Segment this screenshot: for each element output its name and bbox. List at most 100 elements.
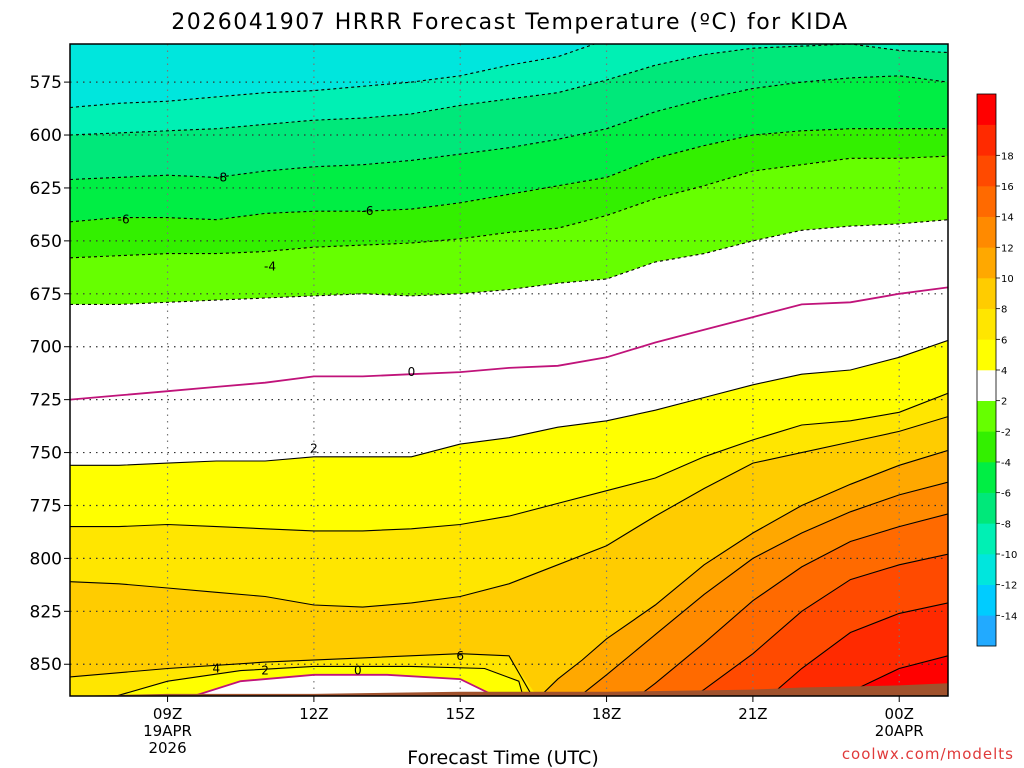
xtick-date-09Z: 19APR	[143, 722, 192, 740]
contour-label-0: -8	[215, 170, 227, 184]
contour-label-2: -6	[362, 204, 374, 218]
colorbar-label-12: 12	[1001, 243, 1014, 254]
xtick-date-00Z: 20APR	[875, 722, 924, 740]
ytick-label-575: 575	[30, 73, 62, 93]
contour--8-2	[70, 44, 948, 136]
contour-2-8	[70, 339, 948, 466]
band-zero	[70, 219, 948, 466]
contour-labels: -8 -6 -6 -4 0 2 4 2 0 6	[118, 170, 464, 678]
contour--2-5	[70, 155, 948, 259]
band-minus6	[70, 75, 948, 222]
ytick-label-675: 675	[30, 285, 62, 305]
contour-label-text: 0	[408, 365, 416, 379]
colorbar-label--10: -10	[1001, 550, 1017, 561]
colorbar-swatch-10	[977, 308, 996, 340]
contour-label-5: 2	[310, 441, 318, 455]
contour-label-3: -4	[264, 259, 276, 273]
ytick-label-850: 850	[30, 655, 62, 675]
sfc-band-zero	[193, 674, 495, 696]
sfc-contour-0	[190, 673, 497, 696]
colorbar-label--2: -2	[1001, 427, 1011, 438]
colorbar-label-8: 8	[1001, 305, 1007, 316]
contour-10-12	[579, 481, 948, 696]
contour-label-text: 2	[261, 664, 269, 678]
xtick-label-00Z: 00Z	[885, 705, 914, 723]
sfc-contour-4	[70, 653, 533, 696]
colorbar-label--6: -6	[1001, 489, 1011, 500]
colorbar-label-18: 18	[1001, 151, 1014, 162]
contour-label-4: 0	[408, 365, 416, 379]
contour-label-text: 0	[354, 664, 362, 678]
contour-6-10	[70, 416, 948, 608]
colorbar-swatch-9	[977, 339, 996, 371]
colorbar-label--4: -4	[1001, 458, 1011, 469]
band-minus10	[70, 44, 948, 135]
contour--10-1	[70, 44, 597, 109]
contour-label-7: 2	[261, 664, 269, 678]
contour-label-9: 6	[456, 649, 464, 663]
contour-label-text: 2	[310, 441, 318, 455]
xtick-year-09Z: 2026	[148, 739, 186, 757]
contour-label-text: -8	[215, 170, 227, 184]
colorbar: -14 -12 -10 -8 -6 -4 -2 2 4 6 8 10 12 14 16 18	[976, 93, 1017, 647]
contour-0-7	[70, 286, 948, 401]
colorbar-swatch-16	[977, 124, 996, 156]
contour-label-text: 4	[213, 661, 221, 675]
contour-8-11	[539, 449, 948, 696]
plot-frame	[69, 43, 949, 697]
colorbar-swatch-11	[977, 278, 996, 309]
colorbar-swatch-15	[977, 155, 996, 187]
colorbar-label-10: 10	[1001, 274, 1014, 285]
contour--2-6	[70, 219, 948, 305]
ytick-label-825: 825	[30, 602, 62, 622]
contour-4-9	[70, 392, 948, 532]
colorbar-swatch-1	[977, 584, 996, 616]
colorbar-label-6: 6	[1001, 335, 1007, 346]
colorbar-label-4: 4	[1001, 366, 1007, 377]
ytick-label-625: 625	[30, 179, 62, 199]
contour-14-14	[692, 553, 948, 696]
colorbar-swatch-2	[977, 554, 996, 585]
colorbar-swatch-4	[977, 492, 996, 524]
y-axis: 575 600 625 650 675 700 725 750 775 800 825 850	[30, 73, 70, 675]
contour-16-15	[769, 602, 948, 696]
band-plus4	[70, 393, 948, 608]
contour-label-text: 6	[456, 649, 464, 663]
colorbar-label-16: 16	[1001, 182, 1014, 193]
colorbar-swatch-5	[977, 462, 996, 493]
contour-label-text: -6	[362, 204, 374, 218]
xtick-label-12Z: 12Z	[299, 705, 328, 723]
xtick-label-09Z: 09Z	[153, 705, 182, 723]
x-axis-label: Forecast Time (UTC)	[407, 747, 598, 768]
contour--6-3	[70, 75, 948, 181]
contour-label-text: -4	[264, 259, 276, 273]
ground-fill	[70, 683, 948, 696]
contour-label-1: -6	[118, 213, 130, 227]
filled-contours	[70, 44, 948, 696]
colorbar-label-14: 14	[1001, 213, 1014, 224]
colorbar-swatch-6	[977, 431, 996, 463]
chart-title: 2026041907 HRRR Forecast Temperature (ºC…	[171, 10, 848, 35]
band-minus12	[70, 44, 595, 108]
colorbar-swatch-8	[977, 370, 996, 401]
colorbar-label--8: -8	[1001, 519, 1011, 530]
ytick-label-600: 600	[30, 126, 62, 146]
colorbar-label-2: 2	[1001, 397, 1007, 408]
contour-label-text: -6	[118, 213, 130, 227]
ytick-label-700: 700	[30, 338, 62, 358]
ground-surface	[70, 683, 948, 696]
ytick-label-750: 750	[30, 444, 62, 464]
band-plus2	[70, 340, 948, 531]
xtick-label-21Z: 21Z	[738, 705, 767, 723]
colorbar-label--14: -14	[1001, 611, 1017, 622]
grid	[70, 44, 948, 696]
ytick-label-725: 725	[30, 391, 62, 411]
ytick-label-650: 650	[30, 232, 62, 252]
sfc-contour-2	[114, 665, 524, 696]
colorbar-swatch-17	[977, 94, 996, 125]
colorbar-swatch-13	[977, 216, 996, 248]
colorbar-label--12: -12	[1001, 581, 1017, 592]
contour--4-4	[70, 128, 948, 223]
